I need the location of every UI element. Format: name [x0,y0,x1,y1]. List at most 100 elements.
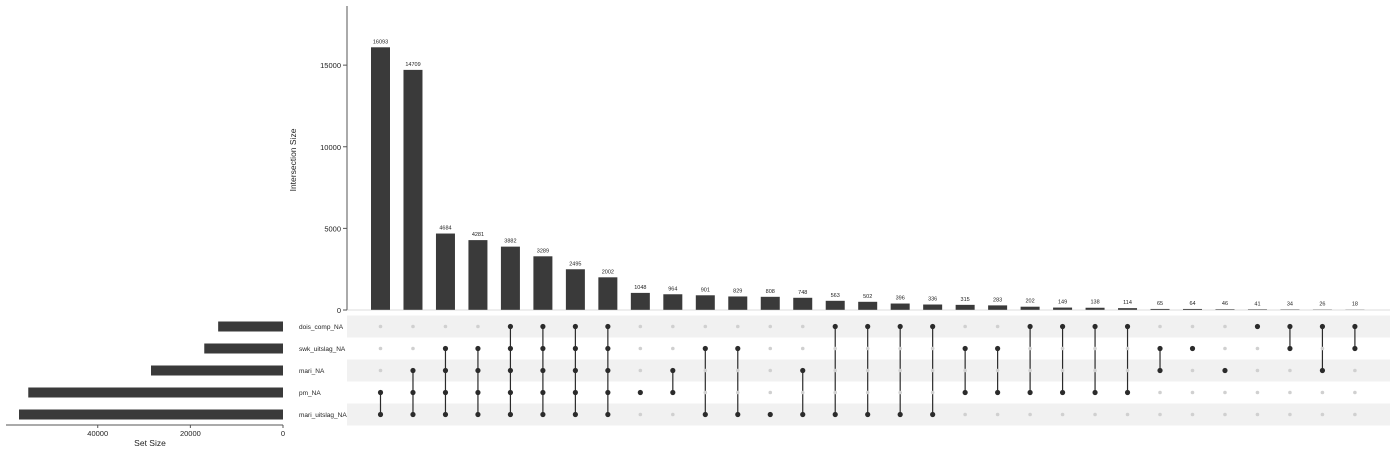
matrix-dot-active [1124,389,1131,396]
matrix-dot-inactive [735,368,740,373]
matrix-dot-active [1287,345,1293,352]
matrix-dot-inactive [703,368,708,373]
intersection-bar [598,277,618,310]
matrix-dot-inactive [1255,368,1260,373]
matrix-dot-inactive [800,390,805,395]
matrix-dot-active [1352,345,1358,352]
intersection-bar [1118,308,1138,310]
intersection-size-axis: 0 5000 10000 15000 Intersection Size [288,6,1390,315]
intersection-bar [793,297,813,310]
matrix-dot-active [1287,323,1293,330]
matrix-dot-active [1027,389,1033,396]
matrix-dot-active [605,345,611,352]
matrix-dot-active [1319,367,1326,374]
intersection-bar [1085,307,1105,310]
intersection-bar-label: 26 [1319,302,1325,308]
matrix-dot-inactive [1223,346,1227,351]
intersection-bar-label: 18 [1352,302,1358,308]
intersection-y-ticks: 0 5000 10000 15000 [320,61,347,315]
matrix-dot-inactive [638,346,643,351]
set-size-bar [151,365,283,376]
matrix-dot-inactive [671,324,675,329]
matrix-dot-active [800,411,806,418]
intersection-bar [1183,308,1202,310]
intersection-bar-label: 748 [798,290,807,296]
matrix-dot-inactive [800,324,805,329]
intersection-bar-label: 202 [1026,299,1035,305]
matrix-dot-inactive [1158,324,1162,329]
matrix-dot-active [442,367,449,374]
matrix-dot-inactive [833,368,838,373]
matrix-dot-active [507,367,514,374]
matrix-dot-inactive [768,368,773,373]
matrix-dot-active [1157,345,1163,352]
matrix-dot-active [1092,389,1098,396]
matrix-dot-inactive [898,346,902,351]
intersection-bar [728,296,748,310]
matrix-dot-inactive [800,346,805,351]
matrix-dot-active [1157,367,1163,374]
matrix-dot-active [410,389,416,396]
matrix-dot-active [1189,345,1196,352]
matrix-dot-active [930,411,936,418]
intersection-bar-label: 138 [1090,300,1099,306]
matrix-dot-active [540,389,546,396]
matrix-dot-inactive [1255,346,1260,351]
matrix-dot-active [540,345,546,352]
matrix-dot-active [475,411,481,418]
intersection-matrix [377,323,1358,418]
set-size-bar [204,343,283,354]
set-size-bar [28,387,284,398]
matrix-dot-inactive [1320,346,1325,351]
matrix-dot-inactive [898,368,902,373]
matrix-dot-active [442,389,449,396]
matrix-dot-inactive [995,368,1000,373]
matrix-dot-active [605,389,611,396]
matrix-dot-inactive [930,368,935,373]
set-size-bar [218,321,283,332]
intersection-bar [663,294,683,310]
matrix-dot-inactive [443,324,448,329]
intersection-bar-label: 563 [831,293,840,299]
set-name-label: mari_uitslag_NA [299,412,347,419]
intersection-bar-label: 14709 [405,62,420,68]
matrix-dot-inactive [1223,412,1227,417]
matrix-dot-inactive [930,346,935,351]
set-size-axis: 0 20000 40000 Set Size [6,424,285,448]
matrix-dot-active [572,411,578,418]
intersection-bar [923,304,943,310]
matrix-dot-active [865,411,871,418]
matrix-dot-active [507,411,514,418]
matrix-dot-inactive [735,324,740,329]
matrix-dot-inactive [930,390,935,395]
matrix-dot-inactive [1093,368,1097,373]
matrix-dot-inactive [963,412,967,417]
matrix-dot-active [930,323,936,330]
intersection-bar-label: 396 [896,296,905,302]
set-name-labels: dois_comp_NA swk_uitslag_NA mari_NA pm_NAma… [299,324,347,419]
matrix-dot-active [1092,323,1098,330]
matrix-dot-active [377,411,384,418]
matrix-dot-inactive [1028,346,1032,351]
matrix-dot-inactive [638,324,643,329]
matrix-dot-inactive [735,390,740,395]
matrix-dot-inactive [833,346,838,351]
intersection-bar-label: 283 [993,297,1002,303]
matrix-dot-inactive [768,346,773,351]
matrix-dot-active [962,389,968,396]
matrix-dot-active [1222,367,1228,374]
intersection-bar [500,246,520,310]
set-size-ticks: 0 20000 40000 [87,425,285,438]
matrix-dot-active [1352,323,1358,330]
matrix-dot-inactive [1255,390,1260,395]
intersection-bar-label: 16093 [373,39,388,45]
matrix-dot-inactive [1353,412,1357,417]
matrix-dot-inactive [1288,412,1292,417]
matrix-dot-inactive [638,412,643,417]
matrix-dot-inactive [638,368,643,373]
set-size-tick-label: 0 [281,429,285,438]
set-size-bar [19,409,283,420]
matrix-dot-inactive [1190,368,1195,373]
intersection-bar-label: 149 [1058,300,1067,306]
